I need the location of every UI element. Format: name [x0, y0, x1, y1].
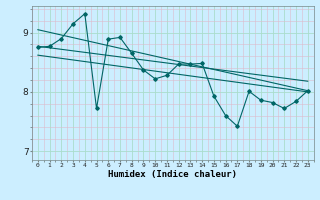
X-axis label: Humidex (Indice chaleur): Humidex (Indice chaleur) [108, 170, 237, 179]
